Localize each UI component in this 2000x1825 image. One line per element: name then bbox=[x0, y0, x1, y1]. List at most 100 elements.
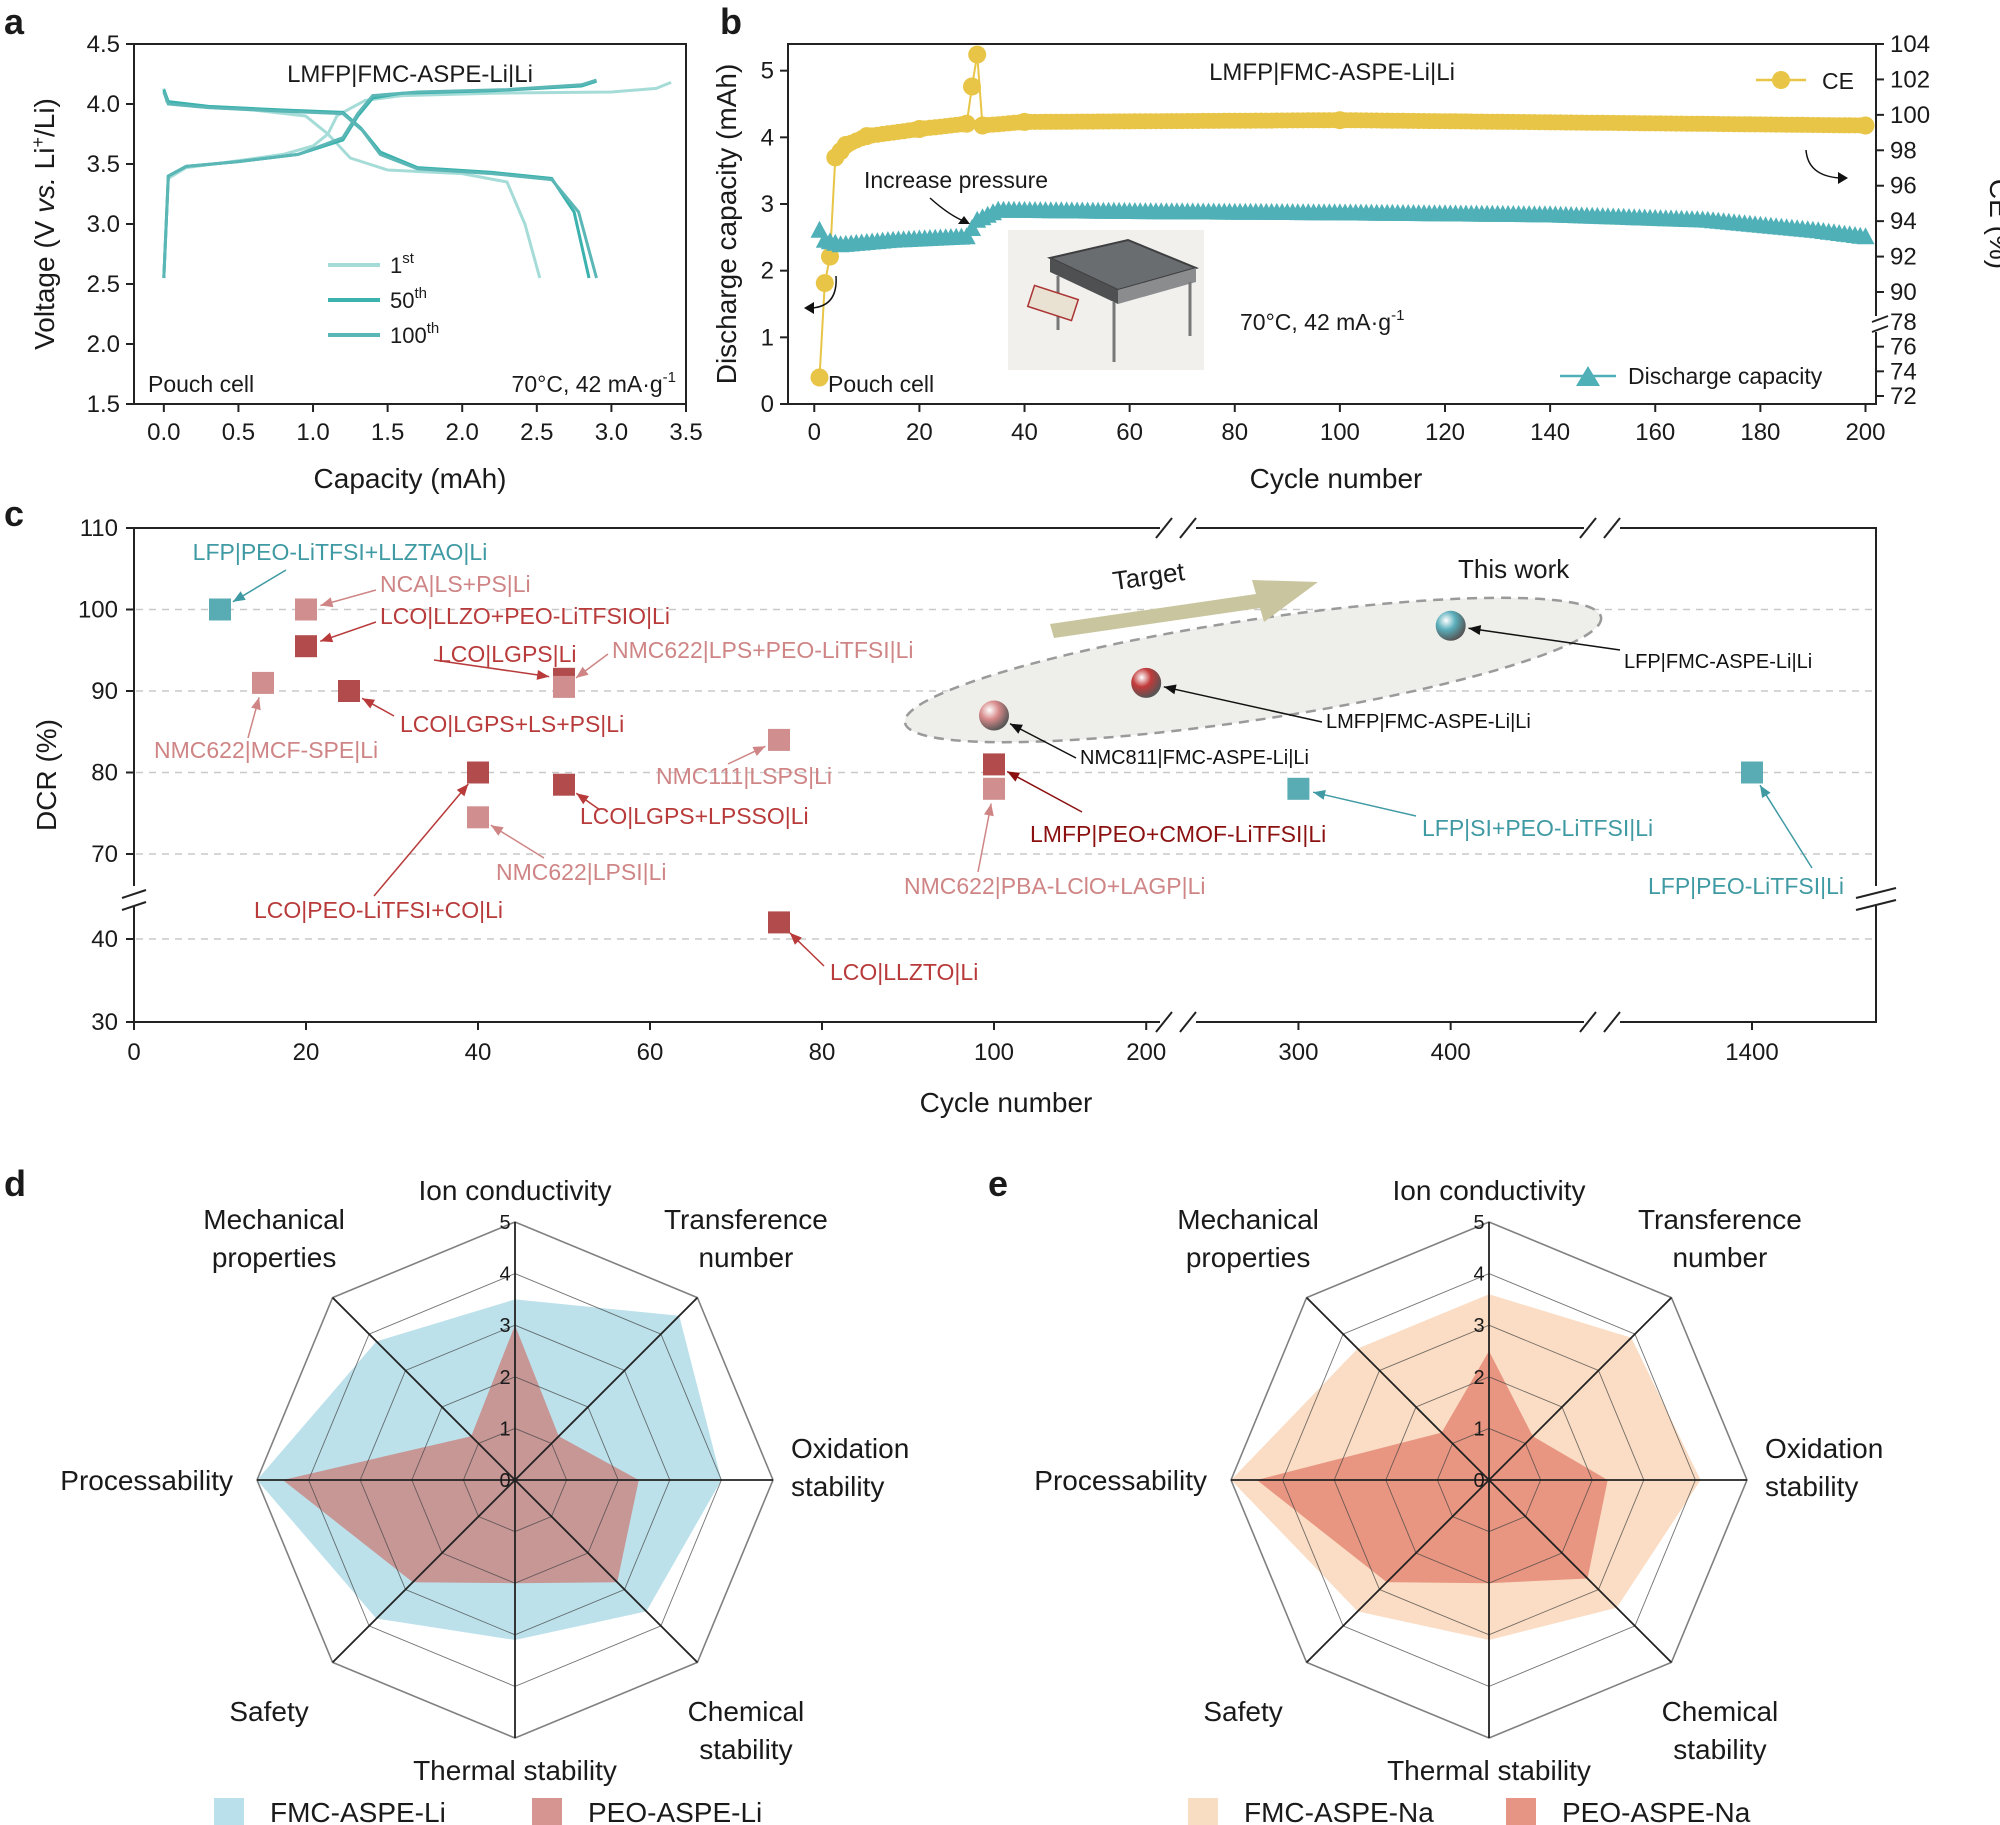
y-tick-left-label: 5 bbox=[761, 58, 774, 85]
x-tick-label: 2.0 bbox=[446, 419, 479, 446]
radar-tick-label: 0 bbox=[499, 1470, 510, 1492]
point-arrow-head bbox=[536, 670, 550, 680]
radar-axis-label: number bbox=[1672, 1242, 1767, 1273]
panel-a-curves bbox=[162, 78, 672, 279]
y-tick-right-label: 94 bbox=[1890, 208, 1917, 235]
point-arrow-head bbox=[320, 597, 334, 608]
ce-point bbox=[968, 45, 987, 64]
annotation-increase-pressure: Increase pressure bbox=[864, 167, 1048, 193]
y-tick-right-label: 98 bbox=[1890, 137, 1917, 164]
x-tick-label: 200 bbox=[1126, 1039, 1166, 1066]
arrow-to-right-axis bbox=[1805, 149, 1841, 179]
x-tick-label: 100 bbox=[1320, 419, 1360, 446]
legend-label-ce: CE bbox=[1822, 68, 1854, 94]
panel-c-frame bbox=[133, 527, 1877, 1023]
data-point-square bbox=[1287, 777, 1310, 800]
data-point-sphere bbox=[1435, 610, 1466, 641]
point-label: LCO|LGPS+LPSSO|Li bbox=[580, 803, 809, 829]
point-arrow-head bbox=[232, 591, 246, 602]
x-tick-label: 100 bbox=[974, 1039, 1014, 1066]
panel-letter-a: a bbox=[4, 1, 25, 42]
point-arrow bbox=[1468, 627, 1621, 651]
y-tick-right-label: 96 bbox=[1890, 173, 1917, 200]
panel-b-condition: 70°C, 42 mA·g-1 bbox=[1240, 307, 1404, 335]
x-tick-label: 160 bbox=[1635, 419, 1675, 446]
y-tick-label: 2.0 bbox=[87, 331, 120, 358]
point-label: LCO|LLZTO|Li bbox=[830, 959, 978, 985]
y-tick-left-label: 2 bbox=[761, 258, 774, 285]
legend-marker-ce bbox=[1772, 71, 1790, 89]
x-tick-label: 60 bbox=[637, 1039, 664, 1066]
data-point-square bbox=[768, 728, 790, 751]
curve-1st-discharge bbox=[162, 88, 542, 279]
x-tick-label: 140 bbox=[1530, 419, 1570, 446]
radar-axis-label: Thermal stability bbox=[1387, 1755, 1591, 1786]
y-tick-right-label: 104 bbox=[1890, 31, 1930, 58]
panel-e: e 0 1 2 3 4 5 Ion conductivity Transference numb… bbox=[988, 1163, 1883, 1825]
x-tick-label: 20 bbox=[293, 1039, 320, 1066]
radar-tick-label: 5 bbox=[1473, 1212, 1484, 1234]
legend-swatch-PEO-ASPE-Li bbox=[532, 1798, 562, 1825]
radar-axis-label: Safety bbox=[229, 1696, 308, 1727]
panel-d-legend: FMC-ASPE-Li PEO-ASPE-Li bbox=[214, 1797, 762, 1825]
point-arrow-head bbox=[362, 698, 375, 709]
point-arrow-head bbox=[251, 697, 261, 711]
radar-spoke bbox=[1305, 1296, 1490, 1481]
y-tick-label: 4.0 bbox=[87, 91, 120, 118]
legend-swatch-FMC-ASPE-Na bbox=[1188, 1798, 1218, 1825]
legend-label: PEO-ASPE-Li bbox=[588, 1797, 762, 1825]
y-tick-label: 90 bbox=[91, 678, 118, 705]
point-arrow-head bbox=[320, 632, 334, 643]
radar-axis-label: Chemical bbox=[688, 1696, 805, 1727]
x-tick-label: 80 bbox=[809, 1039, 836, 1066]
panel-letter-b: b bbox=[720, 1, 742, 42]
radar-tick-label: 2 bbox=[499, 1367, 510, 1389]
target-arrow-shape bbox=[1050, 580, 1318, 638]
x-tick-label: 2.5 bbox=[520, 419, 553, 446]
x-tick-label: 1400 bbox=[1725, 1039, 1778, 1066]
point-label: LCO|LGPS+LS+PS|Li bbox=[400, 711, 624, 737]
y-tick-right-label: 72 bbox=[1890, 383, 1917, 410]
point-label: LMFP|PEO+CMOF-LiTFSI|Li bbox=[1030, 821, 1326, 847]
panel-b-legend: CE Discharge capacity bbox=[1560, 68, 1854, 389]
ce-point bbox=[810, 368, 829, 387]
legend-label: FMC-ASPE-Li bbox=[270, 1797, 446, 1825]
radar-spoke bbox=[514, 1479, 699, 1664]
panel-b-xlabel: Cycle number bbox=[1250, 463, 1423, 494]
legend-label-50th: 50th bbox=[390, 285, 427, 313]
point-label: NMC622|LPS+PEO-LiTFSI|Li bbox=[612, 637, 913, 663]
x-tick-label: 0 bbox=[127, 1039, 140, 1066]
point-arrow bbox=[433, 659, 550, 678]
panel-e-legend: FMC-ASPE-Na PEO-ASPE-Na bbox=[1188, 1797, 1751, 1825]
x-tick-label: 1.0 bbox=[296, 419, 329, 446]
data-point-square bbox=[338, 680, 360, 702]
point-arrow-head bbox=[1010, 723, 1023, 734]
panel-a-ticks: 0.0 0.5 1.0 1.5 2.0 2.5 3.0 3.5 1.5 2.0 2.5 3.0 3.5 4… bbox=[87, 31, 703, 446]
press-front-face bbox=[1050, 258, 1118, 304]
x-tick-label: 400 bbox=[1431, 1039, 1471, 1066]
data-point-square bbox=[553, 773, 575, 796]
point-arrow-head bbox=[984, 803, 994, 817]
panel-b-ylabel-left: Discharge capacity (mAh) bbox=[711, 64, 742, 385]
point-label: NMC811|FMC-ASPE-Li|Li bbox=[1080, 747, 1309, 769]
radar-axis-label: Chemical bbox=[1662, 1696, 1779, 1727]
point-arrow-head bbox=[1760, 785, 1771, 798]
y-tick-right-label: 92 bbox=[1890, 244, 1917, 271]
legend-label: PEO-ASPE-Na bbox=[1562, 1797, 1751, 1825]
curve-1st-charge bbox=[162, 81, 672, 279]
arrow-to-right-axis-head bbox=[1838, 172, 1848, 184]
x-tick-label: 0.0 bbox=[147, 419, 180, 446]
right-axis-break bbox=[1871, 325, 1889, 333]
x-tick-label: 3.0 bbox=[595, 419, 628, 446]
panel-b-title: LMFP|FMC-ASPE-Li|Li bbox=[1209, 59, 1455, 86]
y-tick-right-label: 100 bbox=[1890, 102, 1930, 129]
radar-spoke bbox=[1488, 1296, 1673, 1481]
y-tick-right-label: 102 bbox=[1890, 66, 1930, 93]
y-tick-right-label: 76 bbox=[1890, 334, 1917, 361]
curve-100th-charge bbox=[162, 78, 597, 279]
press-side-face bbox=[1118, 268, 1196, 304]
radar-axis-label: Safety bbox=[1203, 1696, 1282, 1727]
y-tick-label: 70 bbox=[91, 841, 118, 868]
x-tick-label: 60 bbox=[1116, 419, 1143, 446]
radar-axis-label: number bbox=[698, 1242, 793, 1273]
